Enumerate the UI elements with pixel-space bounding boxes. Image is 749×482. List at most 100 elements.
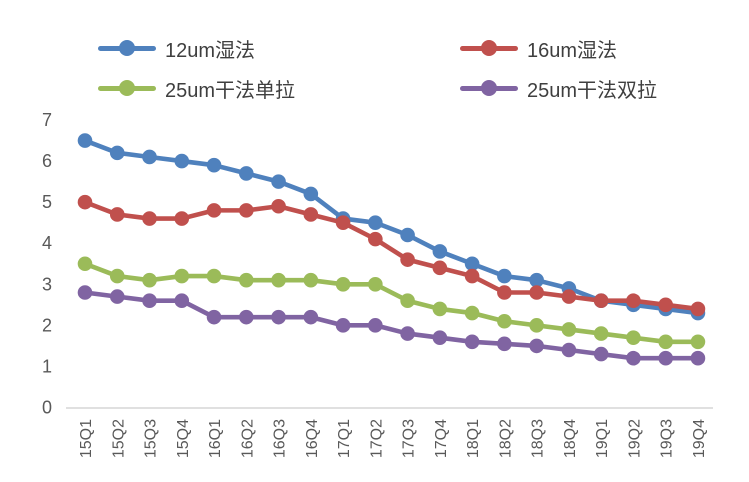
x-axis-tick-label: 19Q3 [659,419,676,458]
x-axis-tick-label: 19Q2 [626,419,643,458]
legend-item-25um-dry-single: 25um干法单拉 [98,78,295,102]
legend-item-12um-wet: 12um湿法 [98,38,255,62]
data-point-s3-17Q2 [368,318,383,333]
data-point-s0-16Q3 [271,174,286,189]
data-point-s3-17Q3 [400,326,415,341]
data-point-s2-16Q3 [271,272,286,288]
data-point-s3-15Q2 [109,289,125,304]
x-axis-tick-label: 18Q3 [530,419,547,458]
data-point-s3-15Q4 [174,293,190,309]
data-point-s3-17Q4 [432,330,448,345]
x-axis-tick-label: 18Q1 [465,419,482,458]
data-point-s1-17Q2 [368,231,383,247]
data-point-s0-18Q1 [464,256,480,272]
y-axis-tick-label: 5 [42,192,52,212]
data-point-s2-16Q2 [239,272,254,288]
data-point-s1-16Q2 [239,203,254,218]
x-axis-tick-label: 16Q4 [304,419,321,458]
data-point-s3-18Q4 [561,342,577,358]
data-point-s3-16Q1 [206,309,222,325]
data-point-s3-18Q2 [497,336,512,352]
data-point-s3-16Q2 [239,309,254,325]
data-point-s2-19Q2 [626,330,641,345]
data-point-s0-17Q2 [368,215,383,230]
x-axis-tick-label: 18Q4 [562,419,579,458]
data-point-s2-17Q2 [368,276,383,292]
data-point-s1-15Q2 [109,207,125,222]
data-point-s2-18Q3 [529,318,544,333]
data-point-s0-17Q3 [400,227,415,243]
data-point-s3-17Q1 [335,318,351,333]
data-point-s3-19Q3 [658,350,673,366]
x-axis-tick-label: 16Q2 [239,419,256,458]
data-point-s0-15Q2 [109,145,125,161]
x-axis-tick-label: 18Q2 [497,419,514,458]
data-point-s0-17Q4 [432,244,448,259]
data-point-s2-15Q1 [77,256,93,272]
data-point-s1-15Q4 [174,211,190,226]
x-axis-tick-label: 16Q1 [207,419,224,458]
data-point-s3-16Q4 [303,309,319,325]
data-point-s1-15Q1 [77,194,93,210]
data-point-s3-19Q2 [626,350,641,366]
data-point-s0-18Q2 [497,268,512,284]
data-point-s0-16Q4 [303,186,319,202]
data-point-s0-18Q3 [529,272,544,288]
data-point-s2-19Q4 [690,334,706,350]
y-axis-tick-label: 0 [42,398,52,418]
data-point-s2-19Q1 [593,326,609,341]
data-point-s2-18Q2 [497,313,512,329]
x-axis-tick-label: 17Q3 [401,419,418,458]
data-point-s2-17Q3 [400,293,415,309]
data-point-s2-15Q2 [109,268,125,284]
data-point-s1-16Q3 [271,198,286,214]
y-axis-tick-label: 1 [42,356,52,376]
y-axis-tick-label: 7 [42,110,52,130]
legend-marker-16um-wet-icon [460,40,518,56]
data-point-s3-16Q3 [271,309,286,325]
data-point-s2-18Q4 [561,322,577,337]
legend-label-25um-dry-double: 25um干法双拉 [527,79,658,102]
data-point-s1-19Q3 [658,297,673,313]
data-point-s2-18Q1 [464,305,480,321]
y-axis-tick-label: 4 [42,233,52,253]
x-axis-tick-label: 17Q4 [433,419,450,458]
data-point-s3-15Q3 [142,293,157,309]
data-point-s2-17Q4 [432,301,448,317]
legend-label-12um-wet: 12um湿法 [165,39,256,62]
data-point-s0-16Q1 [206,157,222,173]
x-axis-tick-label: 19Q4 [691,419,708,458]
data-point-s1-16Q4 [303,207,319,222]
data-point-s1-17Q4 [432,260,448,276]
x-axis-tick-label: 17Q1 [336,419,353,458]
data-point-s1-19Q2 [626,293,641,309]
y-axis-tick-label: 2 [42,315,52,335]
data-point-s1-17Q3 [400,252,415,267]
data-point-s3-19Q1 [593,346,609,362]
data-point-s1-18Q1 [464,268,480,284]
data-point-s3-19Q4 [690,350,706,366]
data-point-s0-15Q4 [174,153,190,169]
data-point-s0-15Q1 [77,133,93,148]
legend-label-16um-wet: 16um湿法 [527,39,618,62]
data-point-s0-16Q2 [239,166,254,181]
x-axis-tick-label: 15Q4 [175,419,192,458]
data-point-s2-17Q1 [335,276,351,292]
legend-marker-12um-wet-icon [98,40,156,56]
data-point-s1-16Q1 [206,203,222,218]
x-axis-tick-label: 19Q1 [594,419,611,458]
y-axis-tick-label: 3 [42,274,52,294]
x-axis-tick-label: 16Q3 [272,419,289,458]
x-axis-tick-label: 15Q3 [143,419,160,458]
data-point-s2-15Q3 [142,272,157,288]
data-point-s2-19Q3 [658,334,673,350]
data-point-s3-15Q1 [77,285,93,300]
legend-label-25um-dry-single: 25um干法单拉 [165,79,296,102]
data-point-s3-18Q1 [464,334,480,350]
data-point-s1-18Q4 [561,289,577,304]
data-point-s2-16Q1 [206,268,222,284]
data-point-s2-15Q4 [174,268,190,284]
x-axis-tick-label: 15Q1 [78,419,95,458]
legend-item-25um-dry-double: 25um干法双拉 [460,78,657,102]
